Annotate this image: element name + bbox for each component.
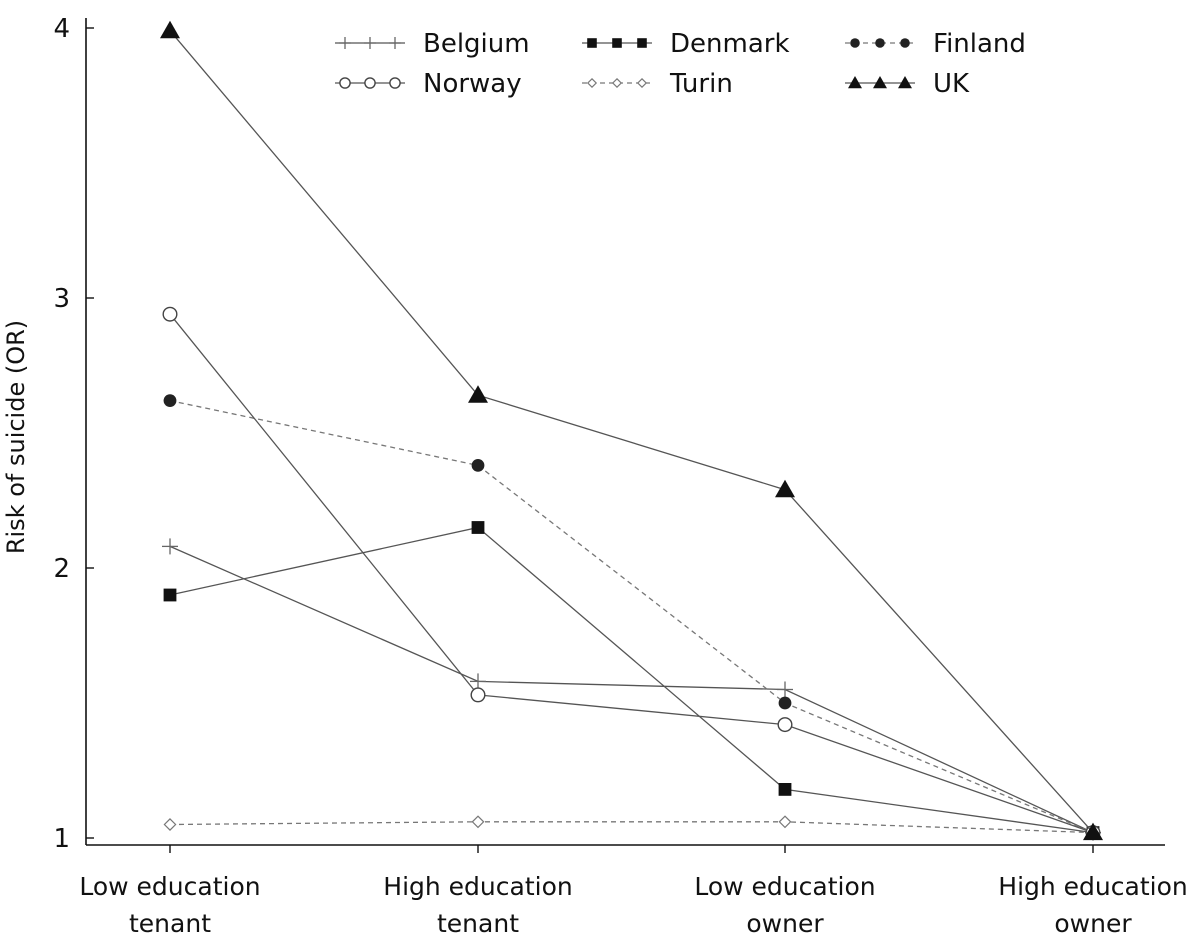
series-finland [163,394,1100,839]
y-tick-label: 4 [53,14,70,44]
series-line-turin [169,821,1094,834]
x-category-label: High education [383,872,572,901]
x-category-label: tenant [129,909,211,938]
data-point [163,818,177,831]
y-tick-label: 2 [53,554,70,584]
legend-label: Norway [423,69,522,99]
series-line-finland [169,399,1094,834]
legend-marker [848,76,862,89]
x-category-label: High education [998,872,1187,901]
data-point [778,815,792,829]
data-point [471,521,485,534]
legend-marker [339,77,351,89]
legend-marker [612,38,622,48]
legend-label: Denmark [670,29,790,59]
legend-item-denmark: Denmark [582,29,790,59]
series-line-denmark [169,526,1094,834]
legend-item-belgium: Belgium [335,29,530,59]
legend-marker [389,37,401,49]
legend-marker [898,76,912,89]
data-point [470,673,486,690]
series-denmark [163,521,1100,839]
series-line-belgium [169,545,1094,834]
data-point [162,306,178,322]
x-category-label: owner [746,909,824,938]
legend-label: Finland [933,29,1026,59]
legend-marker [873,76,887,89]
legend-label: UK [933,69,970,99]
legend: Belgium Denmark Finland Norway Turin UK [335,29,1026,99]
series-line-norway [169,313,1094,834]
y-axis-title: Risk of suicide (OR) [2,320,30,554]
data-point [778,783,792,796]
x-category-label: Low education [694,872,875,901]
data-point [160,20,180,39]
data-point [1083,822,1103,841]
series-turin [163,815,1100,840]
legend-item-turin: Turin [582,69,733,99]
legend-marker [339,37,351,49]
legend-marker [900,38,910,48]
data-point [163,394,177,407]
x-category-label: owner [1054,909,1132,938]
legend-marker [636,77,648,89]
series-norway [162,306,1101,841]
legend-marker [364,37,376,49]
data-point [777,717,793,733]
x-category-label: Low education [79,872,260,901]
data-point [471,815,485,829]
legend-marker [364,77,376,89]
data-point [777,681,793,698]
legend-marker [586,77,598,89]
legend-item-finland: Finland [845,29,1026,59]
legend-label: Turin [669,69,733,99]
legend-marker [389,77,401,89]
data-point [162,538,178,555]
data-point [468,385,488,403]
legend-marker [611,77,623,89]
axes: 1 2 3 4 Low education tenant High education ten… [53,14,1187,938]
series-layer [160,20,1103,841]
legend-marker [637,38,647,48]
legend-marker [587,38,597,48]
data-point [470,687,486,703]
series-uk [160,20,1103,841]
data-point [778,696,792,710]
y-tick-label: 3 [53,284,70,314]
data-point [163,588,177,602]
legend-item-uk: UK [845,69,970,99]
legend-label: Belgium [423,29,530,59]
series-line-uk [169,30,1094,834]
legend-item-norway: Norway [335,69,522,99]
data-point [775,479,795,498]
y-tick-label: 1 [53,824,70,854]
data-point [471,459,485,472]
legend-marker [875,38,885,48]
x-category-label: tenant [437,909,519,938]
legend-marker [850,38,860,48]
